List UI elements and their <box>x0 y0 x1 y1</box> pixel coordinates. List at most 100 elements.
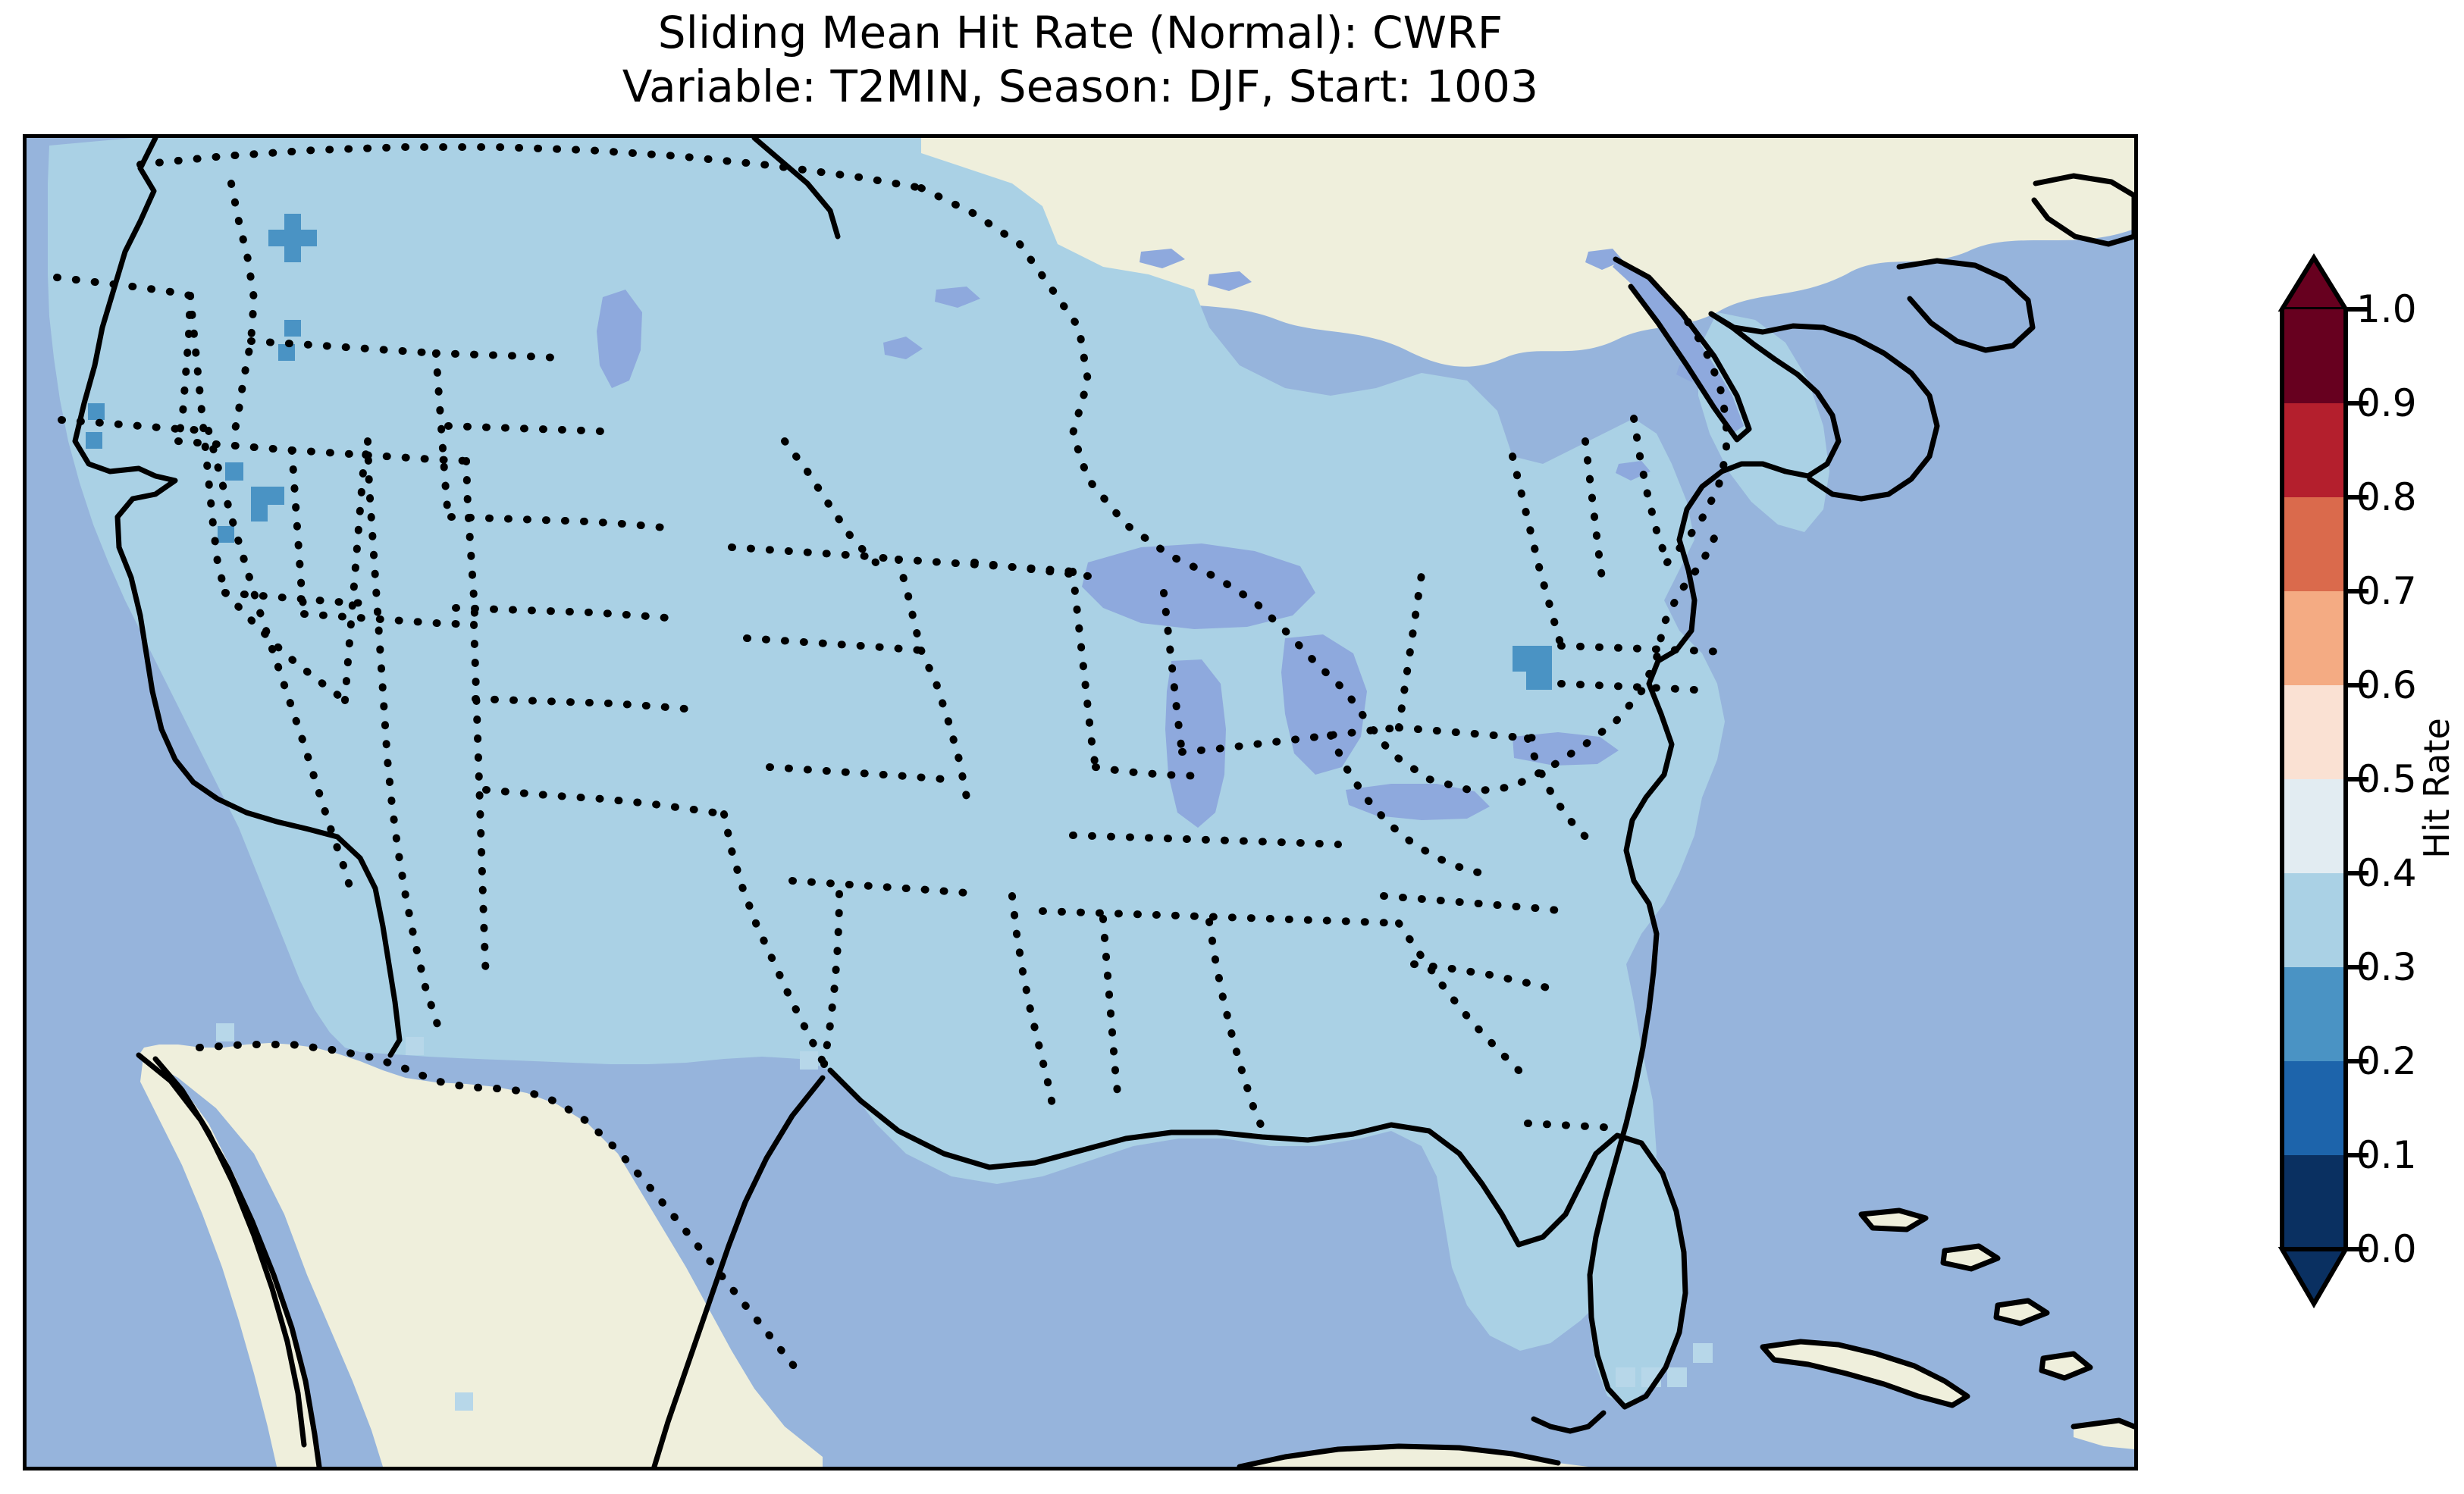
border-ut-az <box>221 589 371 607</box>
canada-east-coast <box>1708 311 1940 502</box>
border-oh-wv-pa <box>1178 724 1403 756</box>
anomaly-cell-arizona <box>218 526 234 543</box>
nova-scotia-coast <box>1896 258 2036 353</box>
gulf-offshore-cells <box>1616 1343 1713 1387</box>
border-mo-il <box>917 647 970 801</box>
colorbar-segments <box>2282 309 2346 1249</box>
border-va-nc <box>1380 892 1569 915</box>
cb-seg-0.2-0.3 <box>2282 967 2346 1061</box>
anomaly-cell-colorado-2 <box>278 344 295 361</box>
colorbar-gradient <box>2277 253 2368 1308</box>
border-ia-mo <box>743 634 925 654</box>
border-nv-az <box>221 589 349 704</box>
gulf-cell-3 <box>1667 1367 1687 1387</box>
anomaly-cell-montana-plus <box>268 214 317 262</box>
anomaly-cell-newmexico-w <box>225 462 243 481</box>
bahamas-islands <box>1861 1211 2090 1378</box>
border-nm-tx <box>470 621 490 983</box>
map-plot-area[interactable] <box>23 134 2138 1471</box>
border-id-nv-ut <box>174 437 296 454</box>
border-nv-ut <box>187 292 229 597</box>
border-nc-sc <box>1410 960 1554 992</box>
border-al-ga <box>1205 918 1271 1142</box>
colorbar-tick-label-0.5: 0.5 <box>2356 757 2417 801</box>
yucatan-coast <box>1237 1443 1561 1467</box>
colorbar-tick-label-0.6: 0.6 <box>2356 663 2417 707</box>
border-mi-upper <box>970 559 1092 580</box>
pacific-coast <box>72 138 403 1058</box>
border-mn-ia <box>728 543 902 563</box>
colorbar-tick-label-0.7: 0.7 <box>2356 569 2417 613</box>
florida-keys-coast <box>1531 1410 1607 1434</box>
florida-coast <box>1516 1132 1688 1410</box>
border-ky-tn <box>1069 832 1342 848</box>
hit-rate-data-layer <box>48 138 1829 1411</box>
political-borders <box>53 143 1730 1377</box>
border-wv-va <box>1327 731 1494 879</box>
border-ca-nv <box>205 427 356 900</box>
gulf-st-lawrence <box>1613 256 1752 443</box>
border-ny-vt-nh <box>1509 453 1565 650</box>
border-il-ky <box>1092 763 1205 780</box>
border-ia-il <box>895 556 925 654</box>
lake-erie <box>1346 784 1490 820</box>
border-ms-al <box>1099 915 1122 1104</box>
us-mexico-border <box>196 1041 804 1377</box>
border-nh-me <box>1630 415 1671 566</box>
colorbar-extend-top <box>2277 253 2350 312</box>
border-vt-nh <box>1582 437 1607 594</box>
hispaniola-island <box>2074 1420 2134 1449</box>
gulf-coast <box>827 1067 1522 1248</box>
border-mo-ar <box>766 763 948 783</box>
border-sc-ga <box>1395 919 1528 1080</box>
colorbar-ticks <box>2346 307 2368 1251</box>
baja-peninsula <box>140 1051 321 1467</box>
border-ar-la <box>788 877 970 897</box>
cb-seg-0.3-0.4 <box>2282 873 2346 967</box>
colorbar[interactable]: 1.0 0.9 0.8 0.7 0.6 0.5 0.4 0.3 0.2 0.1 … <box>2274 227 2464 1349</box>
figure-title-line-2: Variable: T2MIN, Season: DJF, Start: 100… <box>622 60 1539 112</box>
border-tn-ms-al-ga <box>1039 907 1403 927</box>
border-mt-wy <box>247 337 440 357</box>
border-nj-ny-pa <box>1524 734 1591 842</box>
bahamas-coast <box>1858 1207 2093 1381</box>
colorbar-tick-label-0.0: 0.0 <box>2356 1227 2417 1271</box>
colorbar-tick-label-0.4: 0.4 <box>2356 851 2417 895</box>
hispaniola-coast <box>2071 1417 2134 1430</box>
texas-coast-cells <box>216 1023 818 1411</box>
lake-winnipeg <box>597 290 642 388</box>
colorbar-tick-label-0.1: 0.1 <box>2356 1133 2417 1177</box>
anomaly-cell-socal <box>86 432 102 449</box>
newfoundland-coast <box>2031 173 2134 247</box>
border-ga-fl <box>1524 1120 1621 1132</box>
border-id-or <box>174 292 194 445</box>
border-sd-ne <box>447 513 667 531</box>
cb-seg-0.6-0.7 <box>2282 591 2346 685</box>
border-mn-wi <box>781 437 879 566</box>
border-pa-ny <box>1395 571 1425 731</box>
cb-seg-0.4-0.5 <box>2282 779 2346 873</box>
border-ne-ks <box>452 604 679 622</box>
figure-title: Sliding Mean Hit Rate (Normal): CWRF Var… <box>0 6 2161 114</box>
anomaly-cells-group <box>86 214 1552 690</box>
tx-coast-cell-1 <box>800 1051 818 1070</box>
colorbar-tick-label-0.3: 0.3 <box>2356 945 2417 989</box>
anomaly-cell-newmexico-pair <box>251 487 284 521</box>
border-il-in <box>1069 568 1099 771</box>
gulf-cell-4 <box>1693 1343 1713 1363</box>
tx-coast-cell-3 <box>216 1023 234 1041</box>
border-or-ca <box>58 416 212 434</box>
cb-seg-0.8-0.9 <box>2282 403 2346 497</box>
cb-seg-0.7-0.8 <box>2282 497 2346 591</box>
baja-east-coast <box>152 1056 307 1448</box>
border-tx-ok-east <box>720 810 828 1068</box>
gulf-cell-1 <box>1616 1367 1635 1387</box>
cuba-island <box>1763 1342 1967 1405</box>
florida-data-fill <box>1588 1139 1684 1405</box>
cb-seg-0.1-0.2 <box>2282 1061 2346 1155</box>
border-pa-md-wv <box>1395 724 1547 742</box>
us-canada-border <box>136 143 925 192</box>
colorbar-tick-label-0.9: 0.9 <box>2356 381 2417 425</box>
mexico-land <box>139 1043 823 1467</box>
cuba-coast <box>1760 1339 1970 1408</box>
